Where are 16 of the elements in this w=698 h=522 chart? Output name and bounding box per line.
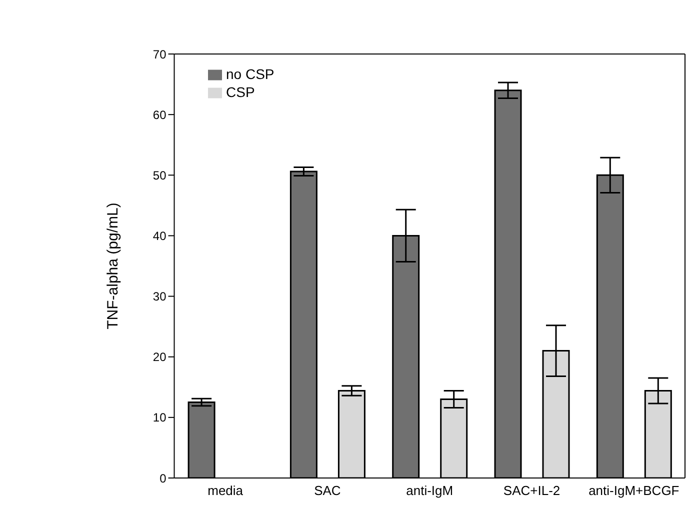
y-tick-label: 10 — [152, 410, 167, 425]
y-tick-label: 70 — [152, 47, 167, 62]
y-tick-label: 50 — [152, 168, 167, 182]
x-tick-label: SAC+IL-2 — [503, 483, 560, 498]
x-tick-label: anti-IgM — [406, 483, 454, 498]
y-axis-title: TNF-alpha (pg/mL) — [104, 202, 122, 330]
x-tick-label: SAC — [314, 483, 341, 498]
y-tick-label: 0 — [160, 471, 167, 486]
y-tick-label: 20 — [152, 350, 167, 364]
y-tick-label: 30 — [152, 290, 167, 304]
y-tick-label: 60 — [152, 108, 167, 122]
y-tick-label: 40 — [152, 228, 167, 243]
legend-label: CSP — [226, 84, 255, 100]
legend-label: no CSP — [226, 66, 274, 82]
x-tick-label: media — [208, 483, 244, 498]
x-tick-label: anti-IgM+BCGF — [588, 483, 680, 498]
